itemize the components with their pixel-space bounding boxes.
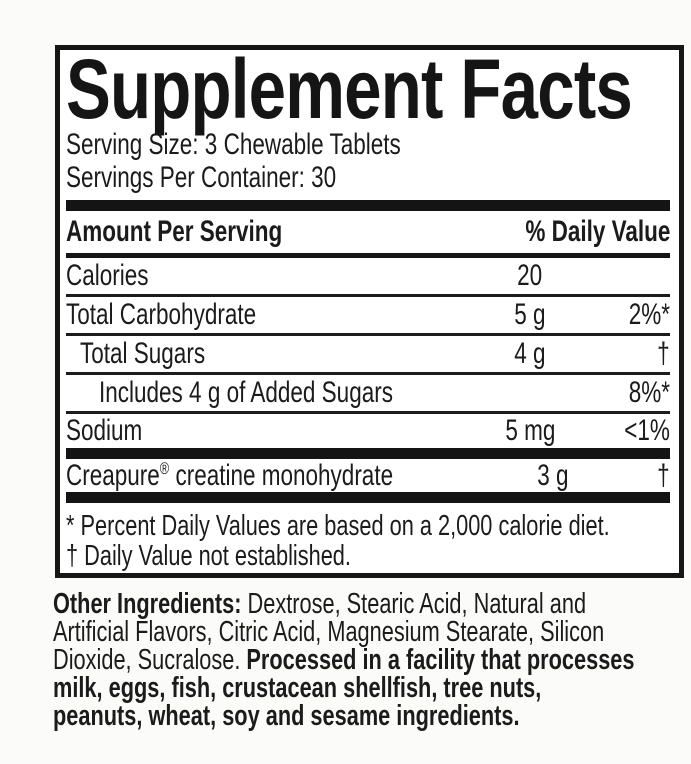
thick-divider-bottom <box>66 492 670 503</box>
amount-per-serving-header: Amount Per Serving <box>66 215 283 248</box>
nutrient-daily-value: † <box>657 458 670 492</box>
table-row-creatine: Creapure® creatine monohydrate 3 g † <box>66 459 670 492</box>
registered-trademark-symbol: ® <box>159 458 170 478</box>
thick-divider-top <box>66 200 670 211</box>
nutrient-name: Calories <box>66 259 149 292</box>
footnotes: * Percent Daily Values are based on a 2,… <box>66 511 670 571</box>
servings-per-container-text: Servings Per Container: 30 <box>66 161 337 194</box>
nutrient-daily-value: 2%* <box>628 298 670 331</box>
panel-title: Supplement Facts <box>66 42 633 136</box>
other-ingredients-label: Other Ingredients: <box>53 588 242 620</box>
other-ingredients-line-1: Other Ingredients: Dextrose, Stearic Aci… <box>53 588 587 620</box>
nutrient-daily-value: <1% <box>624 414 670 447</box>
other-ingredients-line-3: Dioxide, Sucralose. Processed in a facil… <box>53 644 635 676</box>
table-row-total-sugars: Total Sugars 4 g † <box>66 336 670 375</box>
other-ingredients-line-4: milk, eggs, fish, crustacean shellfish, … <box>53 672 542 704</box>
thick-divider-middle <box>66 448 670 459</box>
footnote-dagger: † Daily Value not established. <box>66 540 351 572</box>
nutrient-daily-value: 8%* <box>628 376 670 409</box>
serving-size-text: Serving Size: 3 Chewable Tablets <box>66 128 401 161</box>
servings-per-container: Servings Per Container: 30 <box>66 161 670 194</box>
nutrient-name: Creapure® creatine monohydrate <box>66 459 502 493</box>
nutrient-name: Total Carbohydrate <box>66 298 257 331</box>
other-ingredients-line-2: Artificial Flavors, Citric Acid, Magnesi… <box>53 616 605 648</box>
table-header-row: Amount Per Serving % Daily Value <box>66 211 670 258</box>
nutrient-amount: 5 g <box>514 298 546 331</box>
allergen-statement-start: Processed in a facility that processes <box>246 644 635 676</box>
nutrient-name: Sodium <box>66 414 143 447</box>
nutrient-name: Total Sugars <box>80 337 206 370</box>
nutrient-amount: 4 g <box>514 337 546 370</box>
table-row-total-carbohydrate: Total Carbohydrate 5 g 2%* <box>66 297 670 336</box>
nutrient-name-rest: creatine monohydrate <box>169 458 394 492</box>
brand-name: Creapure <box>66 458 160 492</box>
nutrient-daily-value <box>590 259 670 293</box>
table-row-added-sugars: Includes 4 g of Added Sugars 8%* <box>66 375 670 414</box>
nutrient-amount <box>491 376 598 410</box>
supplement-facts-panel: Supplement Facts Serving Size: 3 Chewabl… <box>55 45 684 578</box>
table-row-sodium: Sodium 5 mg <1% <box>66 414 670 448</box>
nutrient-amount: 20 <box>517 259 543 292</box>
other-ingredients-line-5: peanuts, wheat, soy and sesame ingredien… <box>53 700 520 732</box>
nutrient-name: Includes 4 g of Added Sugars <box>99 376 393 409</box>
nutrient-amount: 5 mg <box>504 414 556 447</box>
table-row-calories: Calories 20 <box>66 258 670 297</box>
daily-value-header: % Daily Value <box>524 215 670 248</box>
serving-size: Serving Size: 3 Chewable Tablets <box>66 128 670 161</box>
other-ingredients-paragraph: Other Ingredients: Dextrose, Stearic Aci… <box>53 588 683 732</box>
nutrient-daily-value: † <box>657 337 670 370</box>
footnote-daily-values: * Percent Daily Values are based on a 2,… <box>66 510 610 542</box>
nutrient-amount: 3 g <box>536 458 569 492</box>
